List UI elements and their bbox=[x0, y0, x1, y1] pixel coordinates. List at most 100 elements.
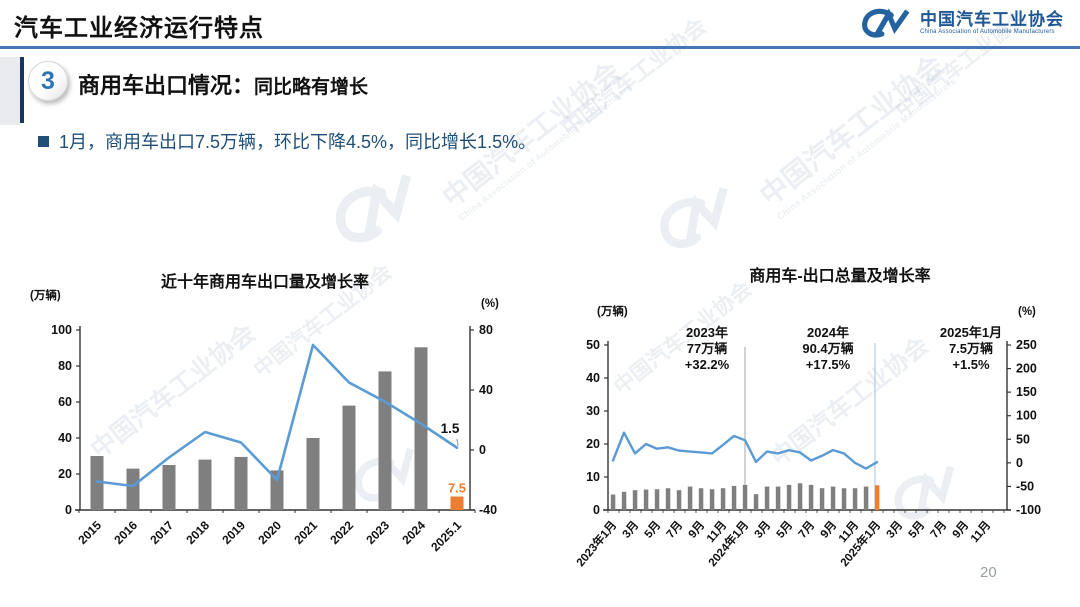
x-label-2020: 2020 bbox=[255, 518, 284, 547]
month-bar-18 bbox=[808, 484, 814, 510]
page-number: 20 bbox=[980, 564, 997, 581]
annotation-0-line-1: 77万辆 bbox=[687, 341, 727, 356]
month-bar-24 bbox=[874, 485, 880, 510]
right-chart-title: 商用车-出口总量及增长率 bbox=[749, 266, 930, 285]
bar-2020 bbox=[270, 470, 284, 510]
svg-text:0: 0 bbox=[593, 503, 600, 517]
x-label-2021: 2021 bbox=[291, 518, 320, 547]
growth-line bbox=[95, 343, 459, 488]
x-label-9: 7月 bbox=[796, 519, 817, 541]
month-bar-5 bbox=[665, 488, 671, 510]
caam-logo-icon bbox=[860, 6, 912, 40]
x-label-2017: 2017 bbox=[147, 518, 176, 547]
right-chart-export-monthly: 商用车-出口总量及增长率 (万辆) (%) 0 10 20 30 40 50 -100 -50 0 50… bbox=[575, 266, 1041, 569]
section-heading-main: 商用车出口情况： bbox=[78, 73, 255, 98]
growth-line bbox=[611, 431, 879, 470]
page-title: 汽车工业经济运行特点 bbox=[14, 15, 264, 42]
bar-2017 bbox=[162, 465, 176, 510]
x-label-2023: 2023 bbox=[363, 518, 392, 547]
month-bar-2 bbox=[632, 490, 638, 510]
annotation-2-line-1: 7.5万辆 bbox=[949, 341, 993, 356]
svg-text:80: 80 bbox=[479, 323, 493, 337]
month-bar-14 bbox=[764, 486, 770, 510]
month-bar-1 bbox=[621, 491, 627, 510]
month-bar-22 bbox=[852, 488, 858, 510]
right-axis-unit: (%) bbox=[481, 298, 499, 310]
month-bar-9 bbox=[709, 489, 715, 510]
x-label-2025.1: 2025.1 bbox=[428, 518, 464, 554]
corner-patch bbox=[0, 57, 20, 125]
x-label-8: 5月 bbox=[774, 519, 795, 541]
x-label-2: 5月 bbox=[642, 519, 663, 541]
month-bar-0 bbox=[610, 494, 616, 510]
section-accent-stripe bbox=[20, 57, 24, 123]
annotation-0-line-0: 2023年 bbox=[686, 325, 728, 340]
svg-text:-50: -50 bbox=[1016, 479, 1034, 493]
section-heading-sub: 同比略有增长 bbox=[254, 77, 369, 98]
x-label-1: 3月 bbox=[620, 519, 641, 541]
annotation-1-line-0: 2024年 bbox=[807, 325, 849, 340]
svg-text:250: 250 bbox=[1016, 338, 1037, 352]
x-label-7: 3月 bbox=[752, 519, 773, 541]
x-label-13: 3月 bbox=[884, 519, 905, 541]
month-bar-8 bbox=[698, 488, 704, 510]
svg-text:-40: -40 bbox=[479, 503, 497, 517]
watermark-text-3: 中国汽车工业协会 China Association of Automobile … bbox=[754, 49, 959, 222]
org-name-en: China Association of Automobile Manufact… bbox=[920, 28, 1055, 35]
annotation-2-line-2: +1.5% bbox=[952, 357, 990, 372]
month-bar-6 bbox=[676, 490, 682, 510]
bullet-text: 1月，商用车出口7.5万辆，环比下降4.5%，同比增长1.5%。 bbox=[59, 132, 537, 152]
section-number-badge: 3 bbox=[28, 61, 68, 101]
org-name-cn: 中国汽车工业协会 bbox=[920, 9, 1064, 29]
month-bar-3 bbox=[643, 489, 649, 510]
svg-text:0: 0 bbox=[1016, 456, 1023, 470]
month-bar-20 bbox=[830, 486, 836, 510]
bar-2022 bbox=[342, 405, 356, 510]
bar-2024 bbox=[414, 347, 428, 510]
bullet-square-icon bbox=[38, 135, 49, 147]
month-bar-11 bbox=[731, 485, 737, 510]
svg-text:40: 40 bbox=[479, 383, 493, 397]
left-axis-unit: (万辆) bbox=[30, 288, 61, 302]
left-chart-export-decade: 近十年商用车出口量及增长率 (万辆) (%) 0 20 40 60 80 100 -40 0 40 80… bbox=[30, 272, 499, 554]
x-label-2024: 2024 bbox=[399, 518, 428, 547]
watermark-text-0: 中国汽车工业协会 bbox=[556, 13, 711, 142]
month-bar-13 bbox=[753, 494, 759, 510]
bullet-item: 1月，商用车出口7.5万辆，环比下降4.5%，同比增长1.5%。 bbox=[38, 128, 536, 154]
svg-text:20: 20 bbox=[586, 437, 600, 451]
month-bar-17 bbox=[797, 483, 803, 510]
month-bar-7 bbox=[687, 486, 693, 510]
bar-2019 bbox=[234, 456, 248, 510]
month-bar-21 bbox=[841, 488, 847, 510]
line-end-label: 1.5 bbox=[441, 421, 460, 436]
bar-2018 bbox=[198, 459, 212, 510]
left-chart-title: 近十年商用车出口量及增长率 bbox=[161, 272, 369, 291]
svg-text:0: 0 bbox=[65, 503, 72, 517]
x-label-17: 11月 bbox=[968, 519, 993, 545]
x-label-2018: 2018 bbox=[183, 518, 212, 547]
x-label-2015: 2015 bbox=[75, 518, 104, 547]
annotation-1-line-1: 90.4万辆 bbox=[802, 341, 853, 356]
svg-text:100: 100 bbox=[51, 323, 72, 337]
month-bar-12 bbox=[742, 484, 748, 510]
annotation-2-line-0: 2025年1月 bbox=[940, 325, 1002, 340]
x-label-3: 7月 bbox=[664, 519, 685, 541]
svg-text:60: 60 bbox=[58, 395, 72, 409]
x-label-14: 5月 bbox=[906, 519, 927, 541]
svg-text:-100: -100 bbox=[1016, 503, 1041, 517]
svg-text:50: 50 bbox=[586, 338, 600, 352]
annotation-0-line-2: +32.2% bbox=[685, 357, 730, 372]
x-label-2022: 2022 bbox=[327, 518, 356, 547]
org-logo: 中国汽车工业协会 China Association of Automobile… bbox=[860, 6, 1064, 40]
month-bar-19 bbox=[819, 488, 825, 510]
svg-text:200: 200 bbox=[1016, 362, 1037, 376]
x-label-2019: 2019 bbox=[219, 518, 248, 547]
watermark-logo-icon-4 bbox=[323, 166, 432, 254]
x-label-15: 7月 bbox=[928, 519, 949, 541]
annotation-1-line-2: +17.5% bbox=[806, 357, 851, 372]
bar-2015 bbox=[90, 456, 104, 510]
bar-2023 bbox=[378, 371, 392, 510]
month-bar-15 bbox=[775, 486, 781, 510]
x-label-0: 2023年1月 bbox=[575, 518, 619, 569]
watermark-logo-icon-5 bbox=[648, 179, 746, 258]
